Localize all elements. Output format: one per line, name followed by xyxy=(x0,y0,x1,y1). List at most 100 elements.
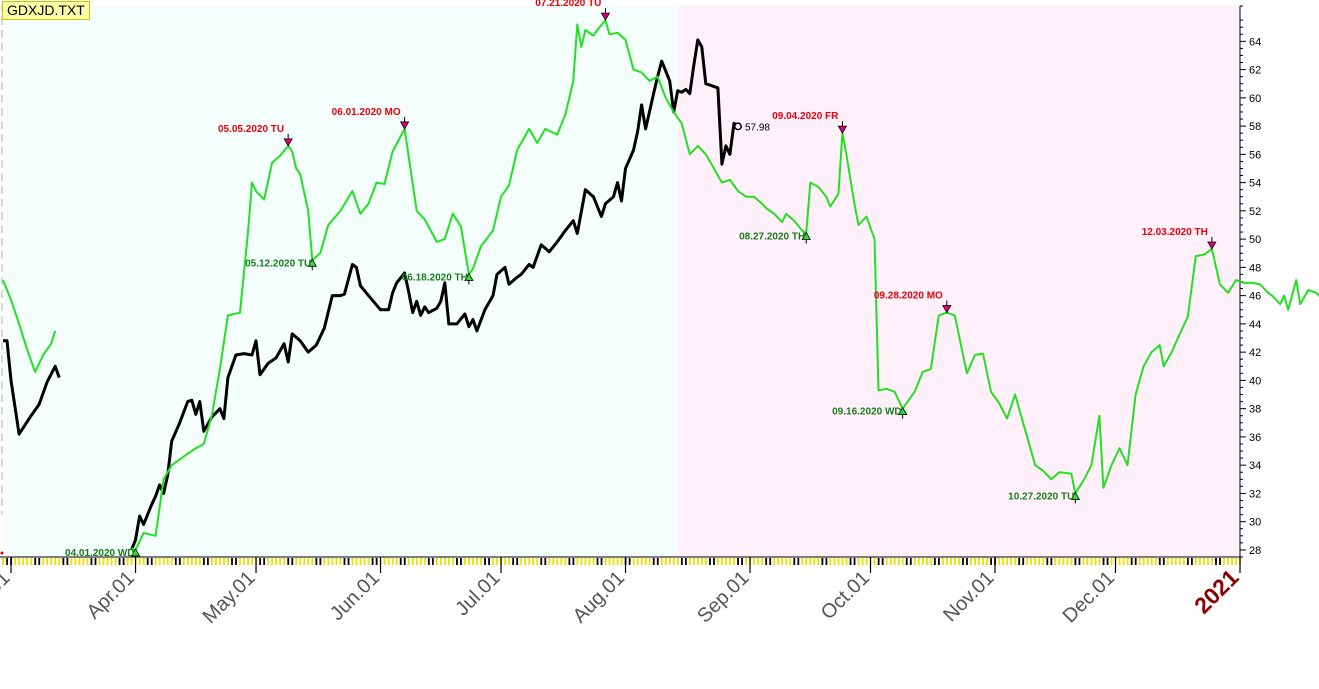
x-day-tick xyxy=(1038,558,1041,565)
y-tick-label: 40 xyxy=(1249,375,1261,387)
x-day-tick xyxy=(1211,558,1213,565)
x-day-tick xyxy=(211,558,213,565)
x-day-tick xyxy=(375,558,378,565)
x-day-tick xyxy=(279,558,282,565)
x-day-tick xyxy=(725,558,727,565)
x-day-tick xyxy=(90,558,93,565)
x-day-tick xyxy=(632,558,635,565)
x-day-tick xyxy=(893,558,896,565)
x-day-tick xyxy=(351,558,354,565)
x-day-tick xyxy=(174,558,177,565)
x-day-tick xyxy=(339,558,342,565)
x-day-tick xyxy=(705,558,707,565)
x-day-tick xyxy=(697,558,699,565)
high-marker xyxy=(942,305,952,314)
x-day-tick xyxy=(198,558,201,565)
x-day-tick xyxy=(596,558,599,565)
x-day-tick xyxy=(1178,558,1181,565)
x-day-tick xyxy=(484,558,486,565)
x-day-tick xyxy=(54,558,57,565)
x-day-tick xyxy=(640,558,643,565)
x-day-tick xyxy=(616,558,619,565)
x-day-tick xyxy=(395,558,398,565)
x-day-tick xyxy=(873,558,876,565)
low-annotation-label: 09.16.2020 WD xyxy=(832,407,902,418)
high-marker xyxy=(1207,241,1217,250)
x-day-tick xyxy=(1191,558,1193,565)
x-day-tick xyxy=(817,558,820,565)
x-day-tick xyxy=(656,558,659,565)
x-day-tick xyxy=(299,558,302,565)
x-day-tick xyxy=(247,558,249,565)
x-day-tick xyxy=(620,558,623,565)
x-day-tick xyxy=(1227,558,1229,565)
x-day-tick xyxy=(644,558,647,565)
x-day-tick xyxy=(1090,558,1093,565)
x-day-tick xyxy=(508,558,511,565)
x-day-tick xyxy=(905,558,908,565)
x-day-tick xyxy=(130,558,133,565)
x-day-tick xyxy=(941,558,944,565)
x-day-tick xyxy=(456,558,458,565)
x-day-tick xyxy=(439,558,442,565)
y-tick-label: 38 xyxy=(1249,404,1261,416)
x-day-tick xyxy=(1026,558,1029,565)
x-day-tick xyxy=(251,558,254,565)
x-day-tick xyxy=(1002,558,1005,565)
x-day-tick xyxy=(243,558,245,565)
low-annotation-label: 06.18.2020 TH xyxy=(402,272,468,283)
x-day-tick xyxy=(1195,558,1197,565)
x-day-tick xyxy=(1010,558,1013,565)
x-day-tick xyxy=(407,558,410,565)
forecast-region xyxy=(677,6,1240,557)
x-day-tick xyxy=(745,558,748,565)
x-day-tick xyxy=(962,558,964,565)
x-day-tick xyxy=(664,558,667,565)
x-day-tick xyxy=(435,558,438,565)
x-day-tick xyxy=(692,558,695,565)
high-annotation-label: 09.04.2020 FR xyxy=(772,111,839,122)
x-day-tick xyxy=(178,558,181,565)
high-marker xyxy=(283,138,293,147)
x-day-tick xyxy=(371,558,374,565)
x-day-tick xyxy=(946,558,948,565)
x-day-tick xyxy=(1154,558,1157,565)
x-day-tick xyxy=(1235,558,1237,565)
forecast-line-segment xyxy=(131,19,1319,551)
y-tick-label: 62 xyxy=(1249,65,1261,77)
y-tick-label: 30 xyxy=(1249,517,1261,529)
x-day-tick xyxy=(532,558,535,565)
x-day-tick xyxy=(544,558,547,565)
x-day-tick xyxy=(966,558,968,565)
x-day-tick xyxy=(259,558,262,565)
x-day-tick xyxy=(584,558,587,565)
x-day-tick xyxy=(78,558,81,565)
x-day-tick xyxy=(472,558,474,565)
x-day-tick xyxy=(74,558,77,565)
low-marker xyxy=(1070,491,1081,500)
y-tick-label: 36 xyxy=(1249,432,1261,444)
x-day-tick xyxy=(166,558,169,565)
x-day-tick xyxy=(150,558,153,565)
x-day-tick xyxy=(355,558,358,565)
annotations: 04.01.2020 WD 05.05.2020 TU 05.12.2020 TU 0… xyxy=(65,0,1217,560)
x-day-tick xyxy=(26,558,29,565)
x-day-tick xyxy=(1086,558,1089,565)
x-day-tick xyxy=(38,558,41,565)
x-day-tick xyxy=(186,558,189,565)
x-tick-label: Apr.01 xyxy=(83,567,139,623)
x-day-tick xyxy=(307,558,310,565)
x-day-tick xyxy=(1098,558,1101,565)
x-day-tick xyxy=(588,558,591,565)
x-day-tick xyxy=(275,558,278,565)
price-line-segment xyxy=(130,38,739,551)
x-day-tick xyxy=(552,558,555,565)
x-day-tick xyxy=(496,558,498,565)
x-day-tick xyxy=(411,558,414,565)
x-day-tick xyxy=(267,558,270,565)
x-day-tick xyxy=(777,558,780,565)
x-day-tick xyxy=(315,558,318,565)
x-day-tick xyxy=(709,558,711,565)
x-day-tick xyxy=(480,558,482,565)
x-day-tick xyxy=(1070,558,1073,565)
